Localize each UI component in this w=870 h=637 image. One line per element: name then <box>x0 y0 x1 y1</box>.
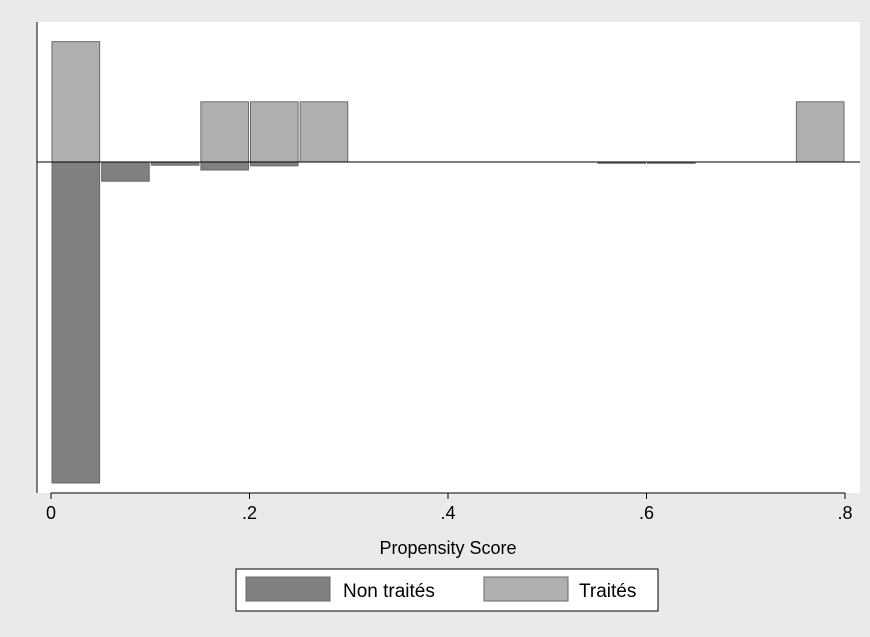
legend-label-traites: Traités <box>579 581 636 602</box>
bar-non-traites-1 <box>101 161 150 182</box>
legend-swatch-traites <box>483 576 569 602</box>
x-tick-label-0: 0 <box>46 503 56 523</box>
legend-label-non-traites: Non traités <box>343 581 435 602</box>
x-ticks: 0 .2 .4 .6 .8 <box>46 493 853 523</box>
x-tick-label-2: .4 <box>440 503 455 523</box>
legend: Non traités Traités <box>235 568 659 612</box>
x-tick-label-4: .8 <box>837 503 852 523</box>
bar-traites-3 <box>299 101 349 163</box>
x-tick-label-1: .2 <box>242 503 257 523</box>
bar-traites-4 <box>795 101 845 163</box>
x-axis-title: Propensity Score <box>379 538 516 558</box>
bar-non-traites-3 <box>200 161 249 171</box>
x-tick-label-3: .6 <box>639 503 654 523</box>
legend-swatch-non-traites <box>245 576 331 602</box>
bar-traites-2 <box>250 101 299 163</box>
plot-area <box>37 22 860 493</box>
bar-non-traites-0 <box>51 161 101 484</box>
bar-non-traites-4 <box>250 161 299 167</box>
bar-traites-0 <box>51 41 101 163</box>
bar-traites-1 <box>200 101 249 163</box>
